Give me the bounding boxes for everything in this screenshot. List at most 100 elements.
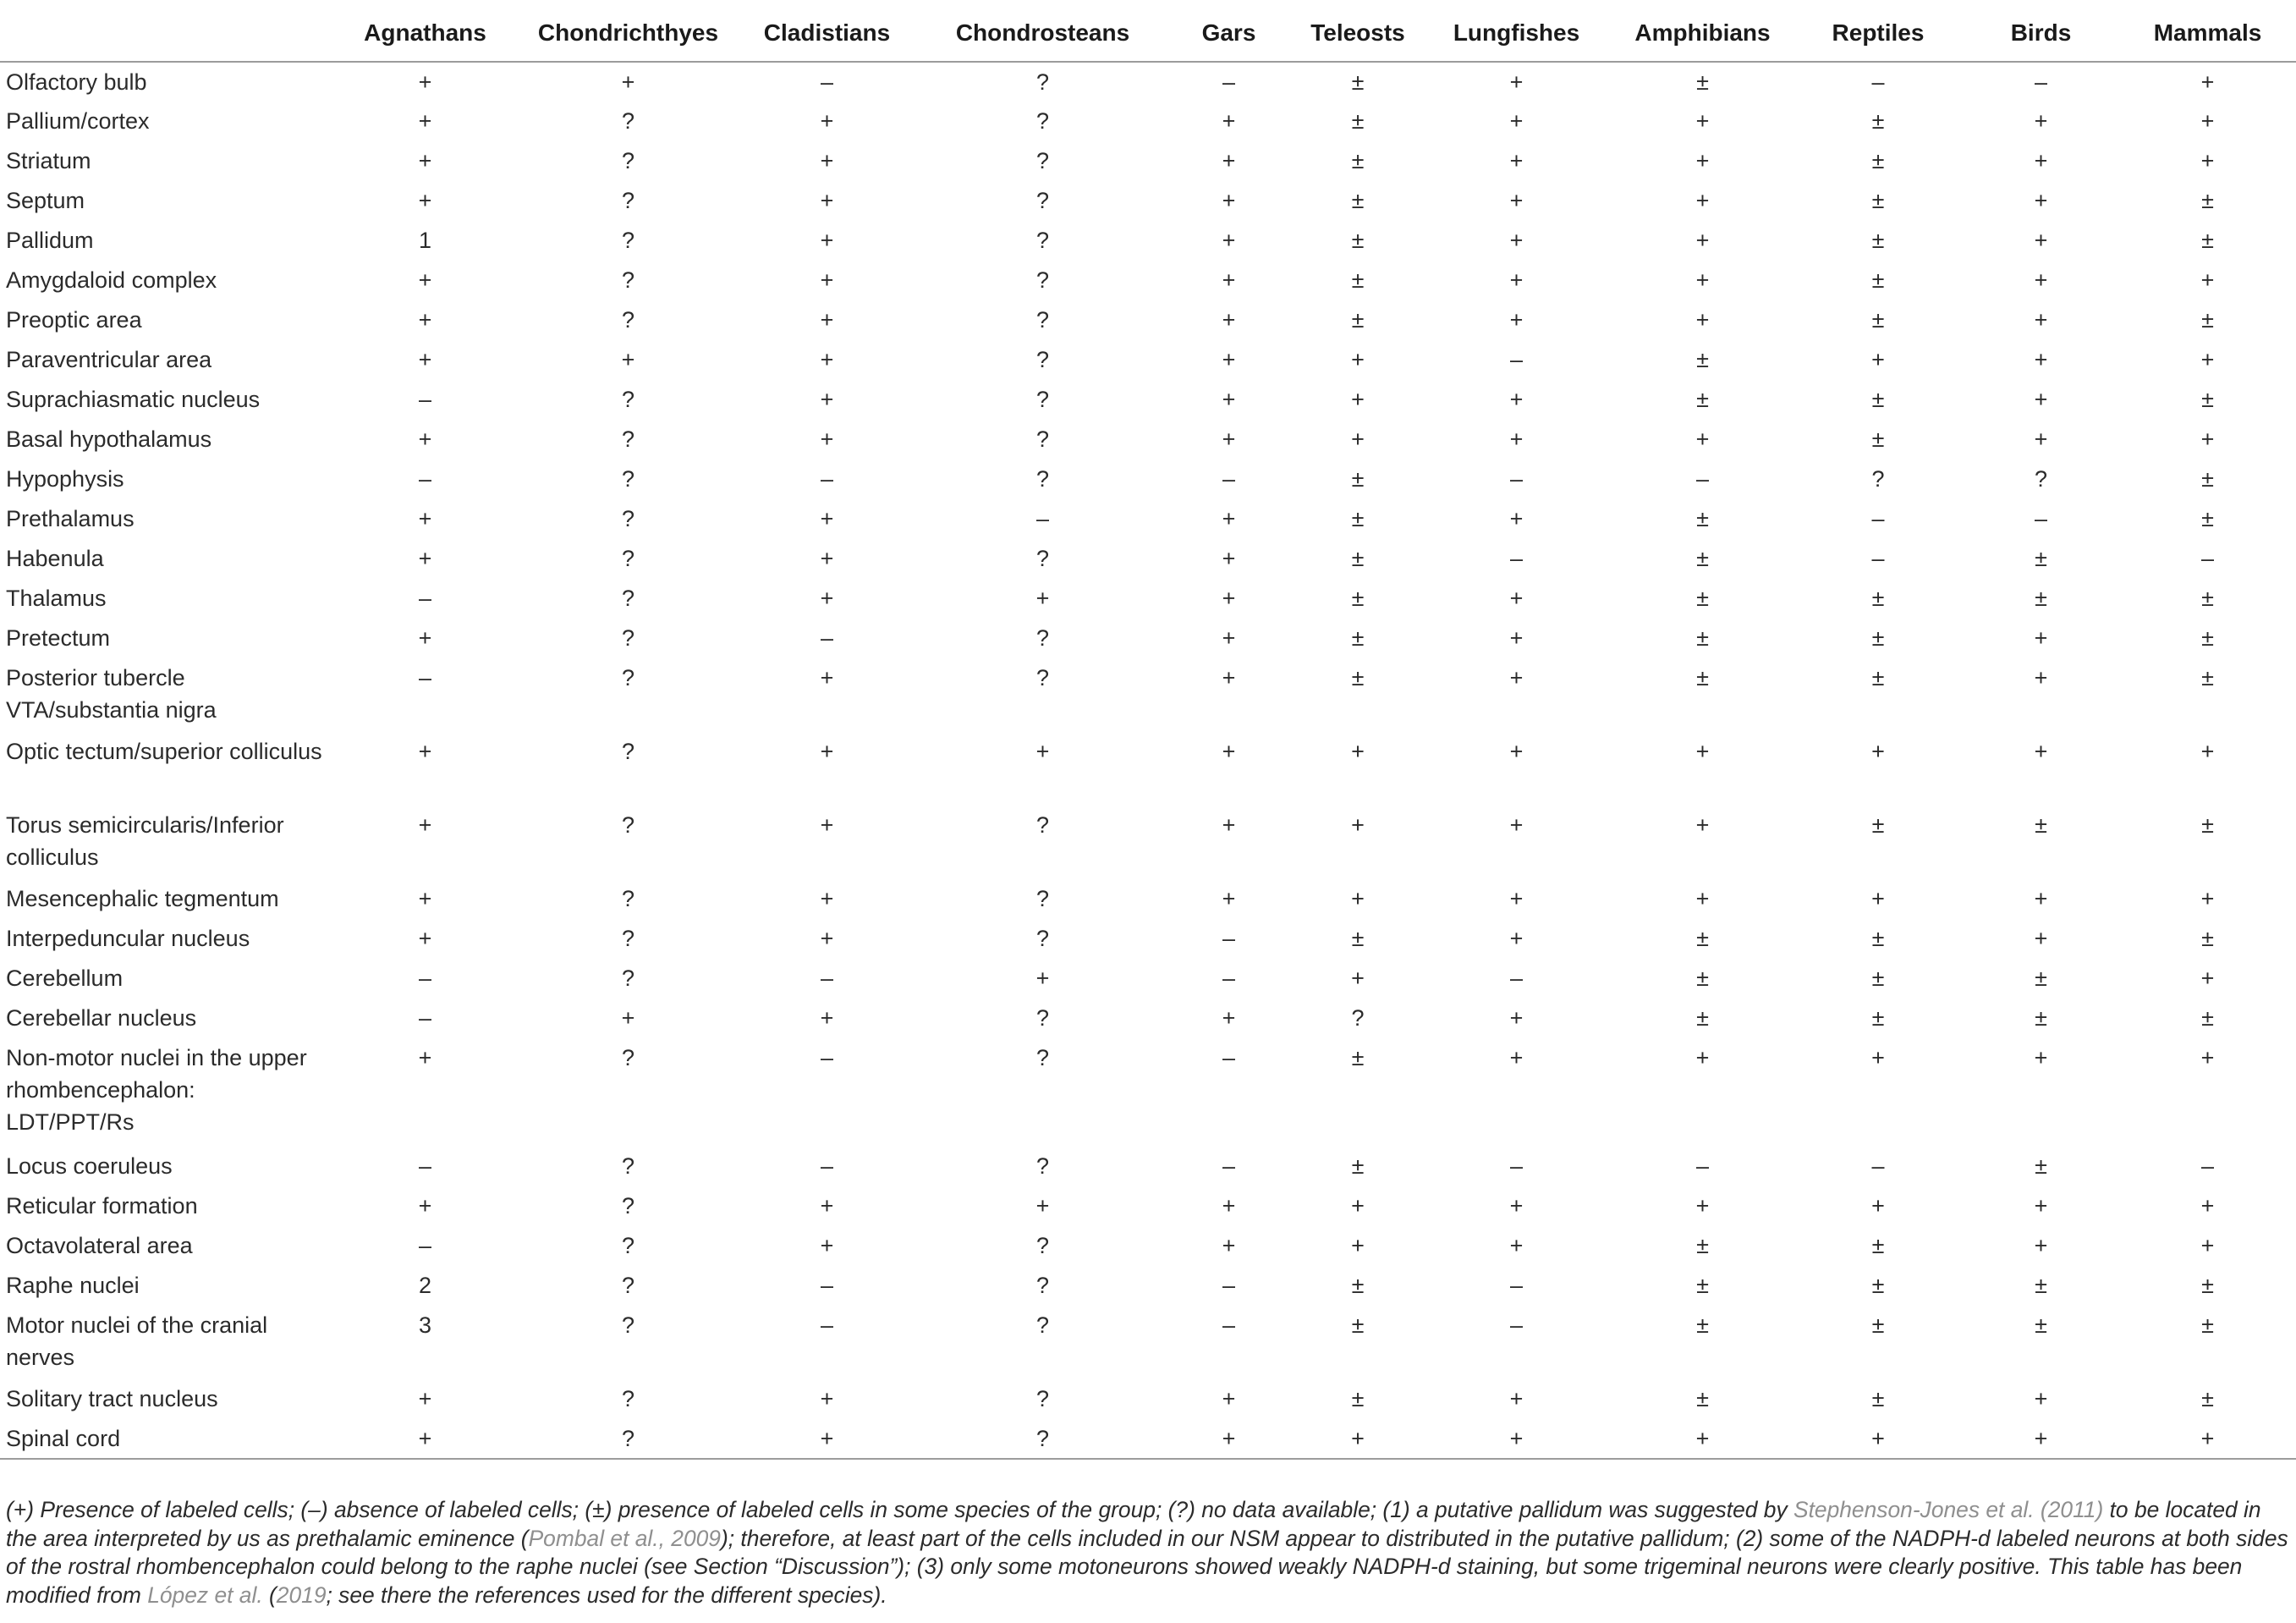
table-cell: ± — [1871, 148, 1885, 173]
table-cell: + — [820, 228, 834, 253]
table-cell: + — [1509, 108, 1524, 134]
table-cell: + — [2034, 387, 2048, 412]
table-cell: ± — [1871, 665, 1885, 690]
table-cell: ± — [2201, 1005, 2214, 1031]
table-cell: ? — [621, 228, 635, 253]
table-cell: ? — [621, 1273, 635, 1298]
table-cell: ± — [1351, 1153, 1365, 1179]
table-cell: ± — [1696, 506, 1709, 531]
table-cell: ? — [621, 307, 635, 333]
table-cell: + — [1695, 307, 1710, 333]
table-cell: + — [1695, 188, 1710, 213]
table-cell: ? — [621, 966, 635, 991]
column-header: Gars — [1201, 19, 1256, 46]
table-cell: + — [2200, 426, 2215, 452]
table-cell: + — [2034, 108, 2048, 134]
footnote-ref-lopez-year[interactable]: 2019 — [276, 1582, 327, 1608]
table-cell: ? — [621, 739, 635, 764]
table-row: Striatum +? +? + ± + + ± + + — [0, 141, 2296, 181]
table-cell: + — [1222, 387, 1236, 412]
table-cell: + — [418, 546, 432, 571]
table-cell: + — [418, 739, 432, 764]
table-cell: ± — [1696, 1386, 1709, 1411]
table-cell: ± — [2201, 812, 2214, 838]
table-cell: + — [2034, 148, 2048, 173]
table-cell: ± — [1351, 108, 1365, 134]
table-cell: + — [1222, 108, 1236, 134]
table-cell: ? — [1035, 347, 1050, 372]
table-cell: ± — [1696, 665, 1709, 690]
table-cell: – — [820, 1045, 834, 1070]
table-cell: ± — [1351, 625, 1365, 651]
table-cell: + — [2200, 886, 2215, 911]
row-label: Hypophysis — [6, 466, 124, 492]
row-label: Optic tectum/superior colliculus — [6, 739, 322, 764]
table-cell: + — [1509, 387, 1524, 412]
table-cell: + — [1695, 1193, 1710, 1219]
footnote-ref-pombal[interactable]: Pombal et al., 2009 — [528, 1525, 721, 1551]
table-cell: ? — [1871, 466, 1885, 492]
table-cell: + — [1509, 739, 1524, 764]
row-label: Habenula — [6, 546, 104, 571]
table-cell: – — [1509, 466, 1524, 492]
table-row: Pretectum +? –? + ± + ± ± + ± — [0, 619, 2296, 658]
table-cell: + — [1351, 426, 1365, 452]
table-cell: + — [1871, 886, 1885, 911]
table-cell: + — [820, 426, 834, 452]
table-cell: + — [1222, 1426, 1236, 1451]
column-header: Teleosts — [1310, 19, 1405, 46]
column-header: Lungfishes — [1453, 19, 1580, 46]
table-cell: + — [2034, 426, 2048, 452]
table-cell: ? — [1351, 1005, 1365, 1031]
table-cell: ? — [621, 108, 635, 134]
column-header: Cladistians — [763, 19, 891, 46]
table-cell: + — [2034, 665, 2048, 690]
table-cell: ± — [1871, 108, 1885, 134]
table-cell: + — [1509, 1005, 1524, 1031]
table-cell: + — [2034, 267, 2048, 293]
table-row: Habenula +? +? + ± – ± – ± – — [0, 539, 2296, 579]
table-cell: ? — [621, 267, 635, 293]
table-cell: + — [1351, 1233, 1365, 1258]
table-row: Mesencephalic tegmentum +? +? + + + + + + + — [0, 879, 2296, 919]
table-cell: ? — [1035, 108, 1050, 134]
table-cell: – — [820, 966, 834, 991]
table-header-row: Agnathans Chondrichthyes Cladistians Chondr… — [0, 5, 2296, 62]
table-cell: + — [2034, 1193, 2048, 1219]
footnote-ref-lopez[interactable]: López et al. — [147, 1582, 263, 1608]
table-cell: + — [2200, 966, 2215, 991]
table-cell: ? — [621, 1153, 635, 1179]
table-cell: ? — [1035, 1273, 1050, 1298]
footnote-ref-stephenson-jones[interactable]: Stephenson-Jones et al. (2011) — [1793, 1497, 2104, 1522]
table-row: Octavolateral area –? +? + + + ± ± + + — [0, 1226, 2296, 1266]
table-cell: + — [1222, 148, 1236, 173]
table-cell: + — [1222, 506, 1236, 531]
table-cell: ± — [2201, 1273, 2214, 1298]
table-cell: ? — [1035, 387, 1050, 412]
table-row: Cerebellar nucleus – + +? +? + ± ± ± ± — [0, 999, 2296, 1038]
table-cell: ± — [2201, 466, 2214, 492]
table-cell: – — [1871, 69, 1885, 95]
footnote-text-1: (+) Presence of labeled cells; (–) absen… — [6, 1497, 1793, 1522]
table-cell: + — [2200, 347, 2215, 372]
table-cell: + — [418, 347, 432, 372]
table-cell: + — [1351, 886, 1365, 911]
table-cell: + — [2200, 1193, 2215, 1219]
table-cell: + — [2034, 307, 2048, 333]
table-cell: + — [1222, 812, 1236, 838]
table-cell: ± — [1696, 926, 1709, 951]
table-cell: + — [1695, 1426, 1710, 1451]
table-cell: + — [1509, 1386, 1524, 1411]
table-cell: – — [418, 665, 432, 690]
table-cell: ? — [1035, 426, 1050, 452]
row-label: Suprachiasmatic nucleus — [6, 387, 261, 412]
table-row: Posterior tubercle VTA/substantia nigra –… — [0, 658, 2296, 732]
table-cell: + — [1351, 812, 1365, 838]
table-cell: + — [820, 665, 834, 690]
table-cell: – — [1222, 1273, 1236, 1298]
table-cell: + — [1222, 267, 1236, 293]
table-cell: ± — [1696, 546, 1709, 571]
table-cell: 2 — [418, 1273, 432, 1298]
table-cell: + — [820, 387, 834, 412]
table-cell: + — [820, 188, 834, 213]
